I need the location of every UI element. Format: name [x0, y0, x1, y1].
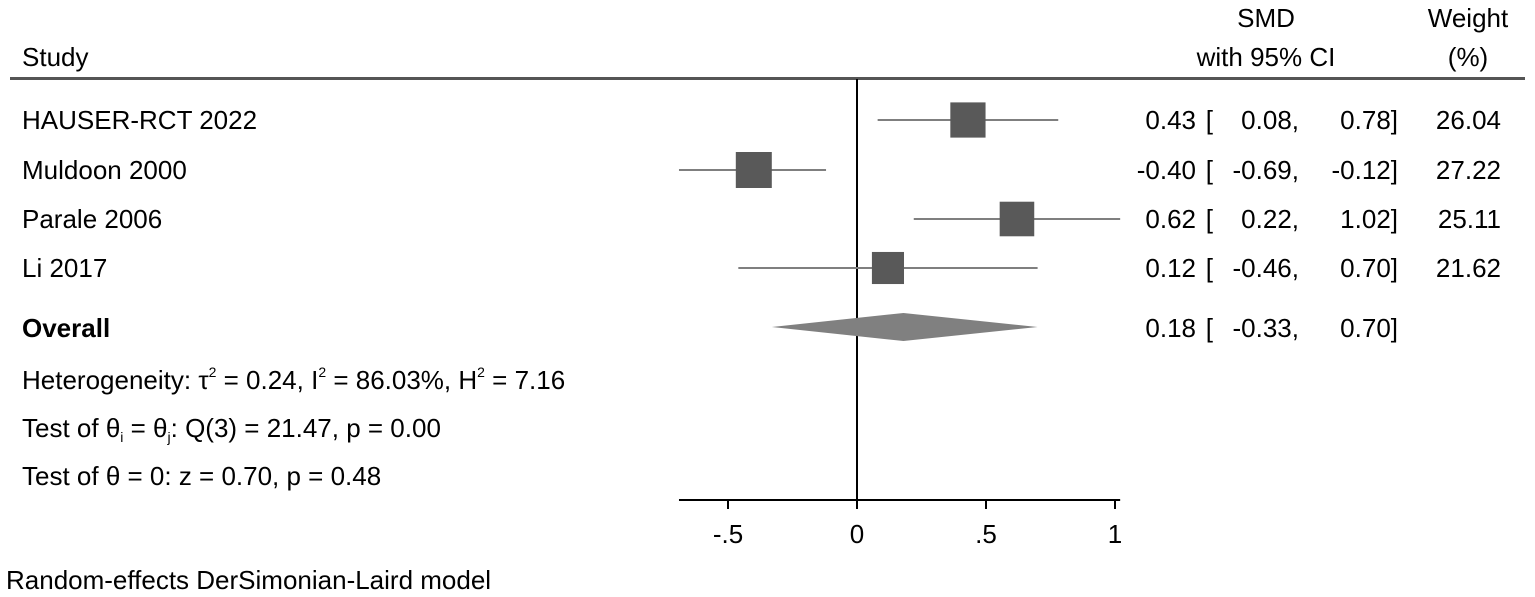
header-smd: SMD: [1237, 3, 1295, 33]
header-ci: with 95% CI: [1196, 42, 1336, 72]
study-label-1: Muldoon 2000: [22, 155, 187, 185]
header-weight: Weight: [1428, 3, 1509, 33]
header-study: Study: [22, 42, 89, 72]
ci-upper-value: 1.02]: [1340, 204, 1398, 234]
heterogeneity-stats: Heterogeneity: τ2 = 0.24, I2 = 86.03%, H…: [22, 364, 565, 395]
weight-value: 25.11: [1438, 204, 1501, 234]
ci-upper-value: -0.12]: [1332, 155, 1399, 185]
plot-area: -.5 0 .5 1: [678, 79, 1122, 549]
x-tick-label: -.5: [713, 519, 743, 549]
study-marker: [871, 251, 905, 285]
ci-bracket: [: [1206, 105, 1214, 135]
homogeneity-test: Test of θi = θj: Q(3) = 21.47, p = 0.00: [22, 413, 441, 445]
overall-diamond: [771, 313, 1038, 341]
study-label-3: Li 2017: [22, 253, 107, 283]
smd-value: 0.12: [1145, 253, 1196, 283]
x-tick-label: .5: [975, 519, 997, 549]
ci-lower-value: -0.69,: [1233, 155, 1300, 185]
ci-lower-value: -0.46,: [1233, 253, 1300, 283]
ci-upper-value: 0.70]: [1340, 313, 1398, 343]
x-tick-label: 0: [850, 519, 864, 549]
x-tick-label: 1: [1108, 519, 1122, 549]
ci-lower-value: 0.08,: [1241, 105, 1299, 135]
study-label-0: HAUSER-RCT 2022: [22, 105, 257, 135]
model-footnote: Random-effects DerSimonian-Laird model: [6, 565, 491, 595]
weight-value: 21.62: [1436, 253, 1501, 283]
study-marker: [999, 201, 1035, 237]
ci-bracket: [: [1206, 204, 1214, 234]
ci-bracket: [: [1206, 155, 1214, 185]
effect-values: 0.43 [0.08, 0.78] 26.04 -0.40 [ -0.69, -0.12] 27…: [1137, 105, 1501, 343]
smd-value: 0.18: [1145, 313, 1196, 343]
smd-value: -0.40: [1137, 155, 1196, 185]
header-weight-unit: (%): [1448, 42, 1488, 72]
smd-value: 0.43: [1145, 105, 1196, 135]
smd-value: 0.62: [1145, 204, 1196, 234]
ci-bracket: [: [1206, 253, 1214, 283]
ci-bracket: [: [1206, 313, 1214, 343]
overall-effect-test: Test of θ = 0: z = 0.70, p = 0.48: [22, 461, 381, 491]
ci-lower-value: -0.33,: [1233, 313, 1300, 343]
study-label-2: Parale 2006: [22, 204, 162, 234]
overall-label: Overall: [22, 313, 110, 343]
ci-lower-value: 0.22,: [1241, 204, 1299, 234]
study-marker: [950, 102, 986, 138]
weight-value: 26.04: [1436, 105, 1501, 135]
weight-value: 27.22: [1436, 155, 1501, 185]
ci-upper-value: 0.78]: [1340, 105, 1398, 135]
study-marker: [735, 152, 772, 188]
ci-upper-value: 0.70]: [1340, 253, 1398, 283]
